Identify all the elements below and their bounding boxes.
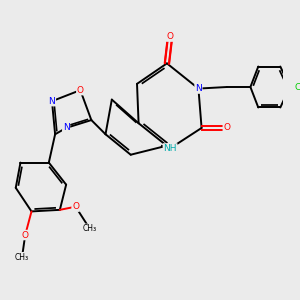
Text: N: N <box>63 124 70 133</box>
Text: CH₃: CH₃ <box>83 224 97 233</box>
Text: O: O <box>77 86 84 95</box>
Text: N: N <box>49 97 55 106</box>
Text: O: O <box>22 230 29 239</box>
Text: Cl: Cl <box>295 82 300 91</box>
Text: N: N <box>195 84 202 93</box>
Text: O: O <box>72 202 79 211</box>
Text: CH₃: CH₃ <box>15 253 29 262</box>
Text: O: O <box>167 32 174 41</box>
Text: O: O <box>223 124 230 133</box>
Text: NH: NH <box>163 144 177 153</box>
